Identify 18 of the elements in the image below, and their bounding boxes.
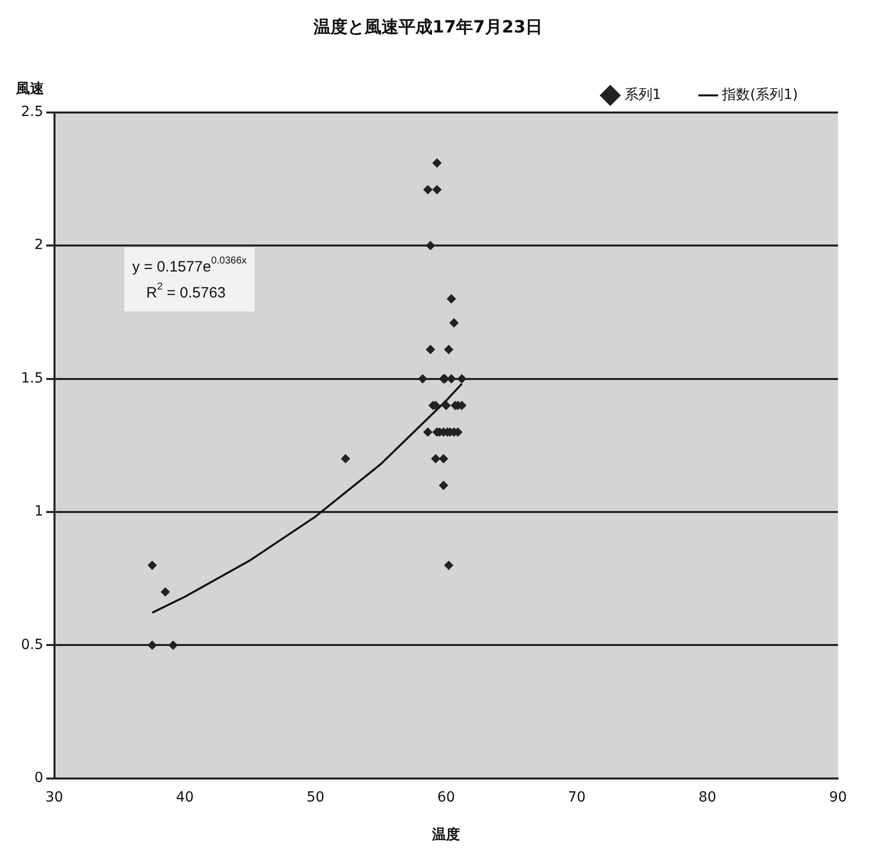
x-tick-label: 60 (437, 789, 456, 806)
x-tick-label: 40 (176, 789, 194, 806)
y-tick-label: 0.5 (21, 636, 44, 653)
x-axis-title: 温度 (431, 826, 460, 844)
legend-label: 指数(系列1) (721, 87, 798, 104)
y-tick-label: 1 (34, 504, 44, 520)
x-tick-label: 80 (698, 789, 716, 806)
legend-label: 系列1 (624, 87, 662, 104)
x-tick-label: 50 (306, 789, 324, 806)
y-tick-label: 2.5 (21, 104, 44, 120)
y-tick-label: 2 (34, 237, 44, 254)
chart-title: 温度と風速平成17年7月23日 (312, 18, 543, 38)
y-axis-title: 風速 (16, 80, 44, 98)
x-tick-label: 30 (45, 789, 64, 806)
x-tick-label: 90 (829, 789, 847, 806)
y-tick-label: 0 (34, 770, 44, 786)
x-tick-label: 70 (568, 789, 586, 806)
y-tick-label: 1.5 (21, 370, 44, 386)
